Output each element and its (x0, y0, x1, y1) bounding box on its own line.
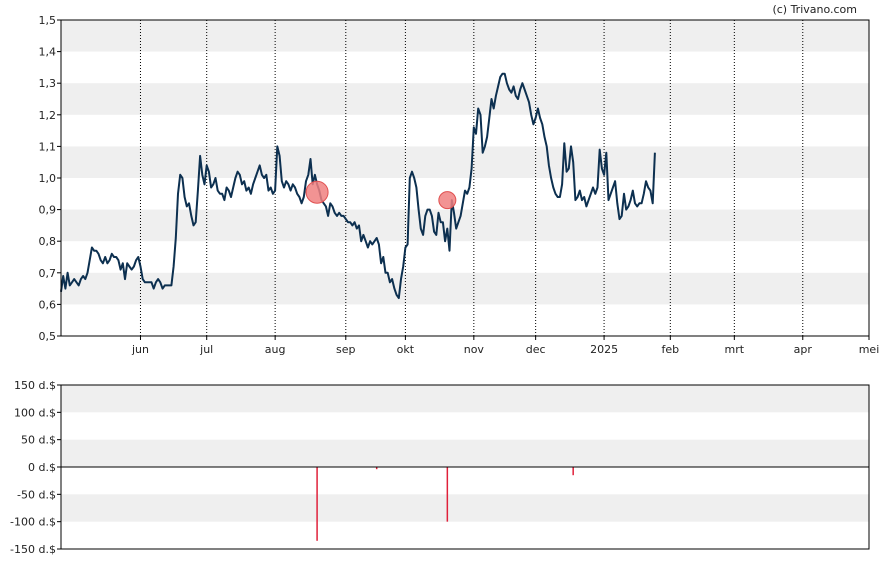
volume-y-tick-label: 150 d.$ (14, 379, 56, 392)
volume-plot-frame (60, 384, 870, 550)
volume-y-tick-label: -50 d.$ (17, 488, 56, 501)
y-tick-label: 0,7 (39, 267, 57, 280)
y-tick-label: 1,0 (39, 172, 57, 185)
volume-bands (61, 385, 869, 522)
volume-y-tick-label: -100 d.$ (10, 516, 56, 529)
volume-band (61, 385, 869, 413)
price-y-ticks: 0,5 0,6 0,7 0,8 0,9 1,0 1,1 1,2 1,3 1,4 1,5 (39, 14, 61, 343)
x-tick-label: 2025 (590, 343, 618, 356)
x-tick-label: feb (661, 343, 679, 356)
volume-y-tick-label: 100 d.$ (14, 406, 56, 419)
x-tick-label: jul (199, 343, 213, 356)
x-tick-label: jun (131, 343, 149, 356)
x-tick-label: nov (464, 343, 485, 356)
y-tick-label: 1,1 (39, 140, 57, 153)
y-tick-label: 1,4 (39, 46, 57, 59)
y-tick-label: 0,9 (39, 204, 57, 217)
price-x-ticks: jun jul aug sep okt nov dec 2025 feb mrt apr mei (131, 336, 879, 356)
volume-band (61, 494, 869, 522)
x-tick-label: sep (336, 343, 355, 356)
x-tick-label: dec (526, 343, 546, 356)
volume-chart: 150 d.$ 100 d.$ 50 d.$ 0 d.$ -50 d.$ -100 d.$… (10, 379, 870, 556)
volume-y-tick-label: 50 d.$ (21, 434, 56, 447)
price-markers (305, 180, 457, 210)
volume-y-tick-label: -150 d.$ (10, 543, 56, 556)
x-tick-label: apr (794, 343, 813, 356)
price-band (61, 209, 869, 242)
y-tick-label: 1,2 (39, 109, 57, 122)
x-tick-label: aug (265, 343, 286, 356)
y-tick-label: 1,5 (39, 14, 57, 27)
x-tick-label: okt (397, 343, 415, 356)
y-tick-label: 0,8 (39, 235, 57, 248)
volume-band (61, 439, 869, 467)
price-chart: 0,5 0,6 0,7 0,8 0,9 1,0 1,1 1,2 1,3 1,4 1,5 jun jul… (39, 14, 880, 356)
price-bands (61, 20, 869, 305)
price-band (61, 272, 869, 305)
x-tick-label: mrt (725, 343, 745, 356)
trade-marker (305, 180, 329, 204)
y-tick-label: 0,5 (39, 330, 57, 343)
y-tick-label: 1,3 (39, 77, 57, 90)
credit-text: (c) Trivano.com (772, 3, 857, 16)
price-band (61, 83, 869, 115)
x-tick-label: mei (859, 343, 880, 356)
volume-y-ticks: 150 d.$ 100 d.$ 50 d.$ 0 d.$ -50 d.$ -100 d.$… (10, 379, 61, 556)
price-line (60, 72, 656, 300)
volume-y-tick-label: 0 d.$ (28, 461, 56, 474)
price-band (61, 20, 869, 52)
price-band (61, 146, 869, 178)
y-tick-label: 0,6 (39, 298, 57, 311)
price-plot-frame (60, 19, 870, 337)
trade-marker (438, 191, 457, 210)
